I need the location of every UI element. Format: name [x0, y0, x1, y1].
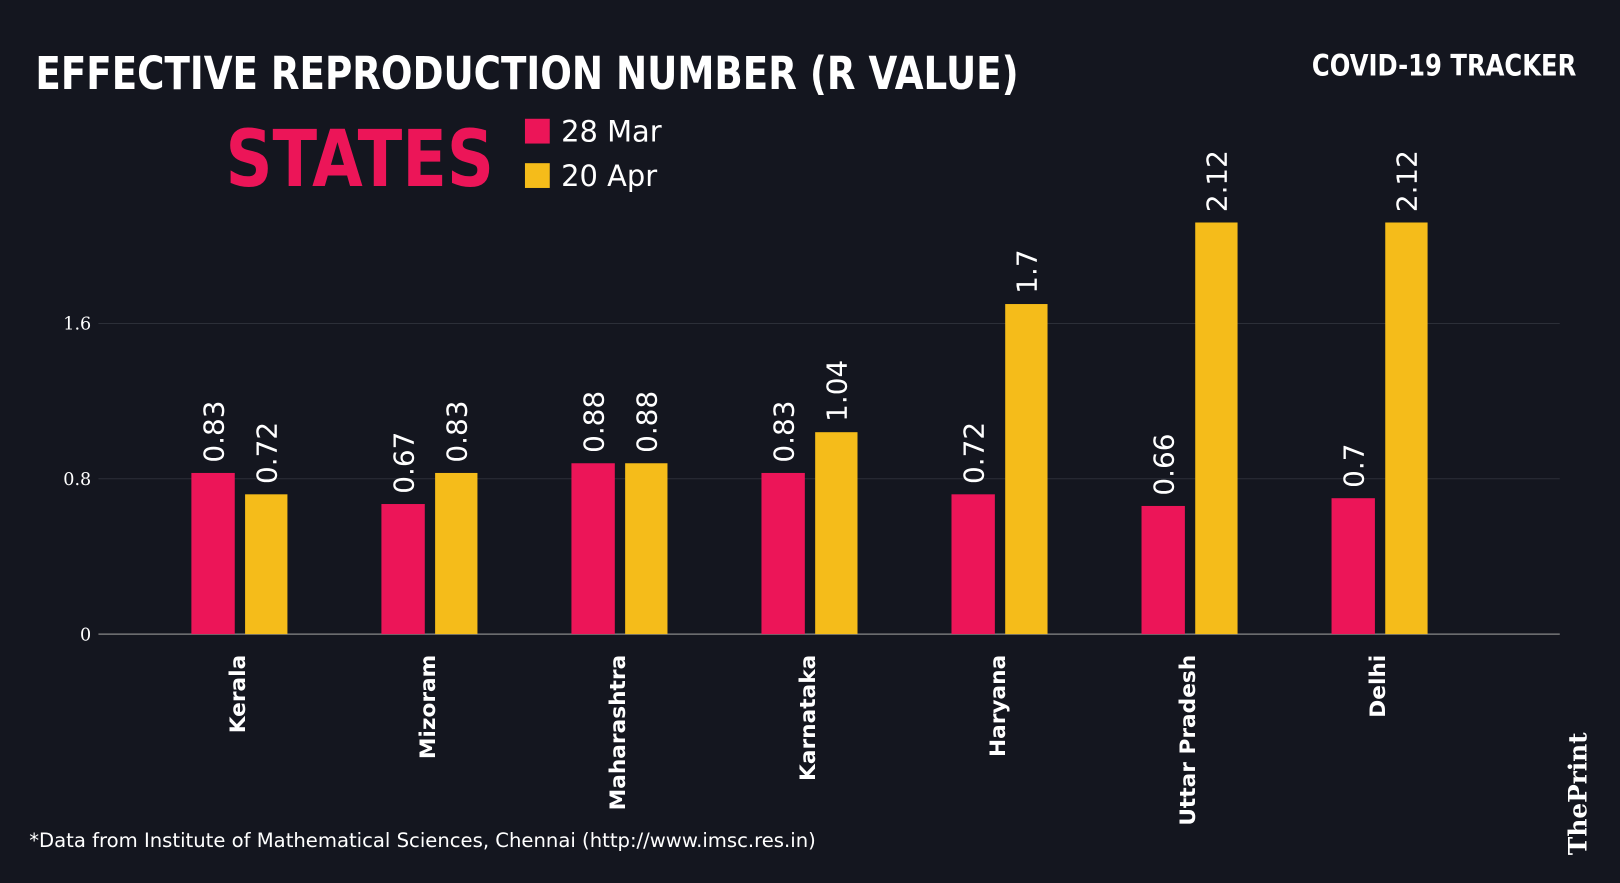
source-note: *Data from Institute of Mathematical Sci… [29, 829, 816, 852]
subtitle-states: STATES [225, 113, 494, 205]
x-tick-label: Haryana [986, 655, 1011, 757]
data-label: 0.67 [387, 432, 420, 494]
bar [815, 432, 858, 635]
bar [245, 494, 288, 635]
legend-swatch [524, 163, 550, 188]
data-label: 1.04 [821, 360, 854, 422]
bar [1005, 304, 1048, 635]
bar [1331, 498, 1375, 635]
data-label: 0.83 [441, 401, 474, 463]
data-label: 0.83 [197, 401, 230, 463]
bar [381, 504, 425, 635]
data-label: 0.88 [631, 391, 664, 453]
y-tick-label: 1.6 [63, 315, 91, 335]
x-tick-label: Karnataka [796, 655, 821, 781]
data-label: 0.7 [1338, 444, 1371, 488]
theprint-logo: ThePrint [1564, 732, 1593, 855]
y-tick-label: 0 [80, 625, 91, 645]
y-tick-label: 0.8 [63, 470, 91, 490]
x-axis-labels: Kerala Mizoram Maharashtra Karnataka Haryana… [226, 655, 1391, 826]
x-tick-label: Mizoram [416, 655, 441, 759]
legend: 28 Mar 20 Apr [524, 114, 662, 193]
data-label: 1.7 [1011, 249, 1044, 293]
x-tick-label: Delhi [1366, 655, 1391, 718]
bar [951, 494, 995, 635]
data-label: 2.12 [1391, 150, 1424, 212]
data-label: 0.88 [577, 391, 610, 453]
data-label: 2.12 [1201, 150, 1234, 212]
legend-label: 28 Mar [561, 114, 662, 148]
bar [1141, 505, 1185, 635]
bar [435, 472, 478, 635]
data-label: 0.72 [958, 422, 991, 484]
x-tick-label: Kerala [226, 655, 251, 733]
data-label: 0.72 [251, 422, 284, 484]
data-label: 0.83 [767, 401, 800, 463]
bar [1385, 222, 1428, 635]
legend-label: 20 Apr [561, 159, 657, 193]
bar [571, 463, 615, 635]
bar [761, 472, 805, 635]
bar [191, 472, 235, 635]
legend-swatch [524, 118, 550, 144]
chart-title: EFFECTIVE REPRODUCTION NUMBER (R VALUE) [35, 47, 1018, 100]
x-tick-label: Maharashtra [606, 655, 631, 811]
x-tick-label: Uttar Pradesh [1176, 655, 1201, 826]
tracker-label: COVID-19 TRACKER [1312, 48, 1576, 82]
bar [625, 463, 668, 635]
bars: 0.83 0.72 0.67 0.83 0.88 0.88 0.83 1.04 0.72 1.7 0… [191, 150, 1428, 635]
data-label: 0.66 [1148, 434, 1181, 496]
bar [1195, 222, 1238, 635]
